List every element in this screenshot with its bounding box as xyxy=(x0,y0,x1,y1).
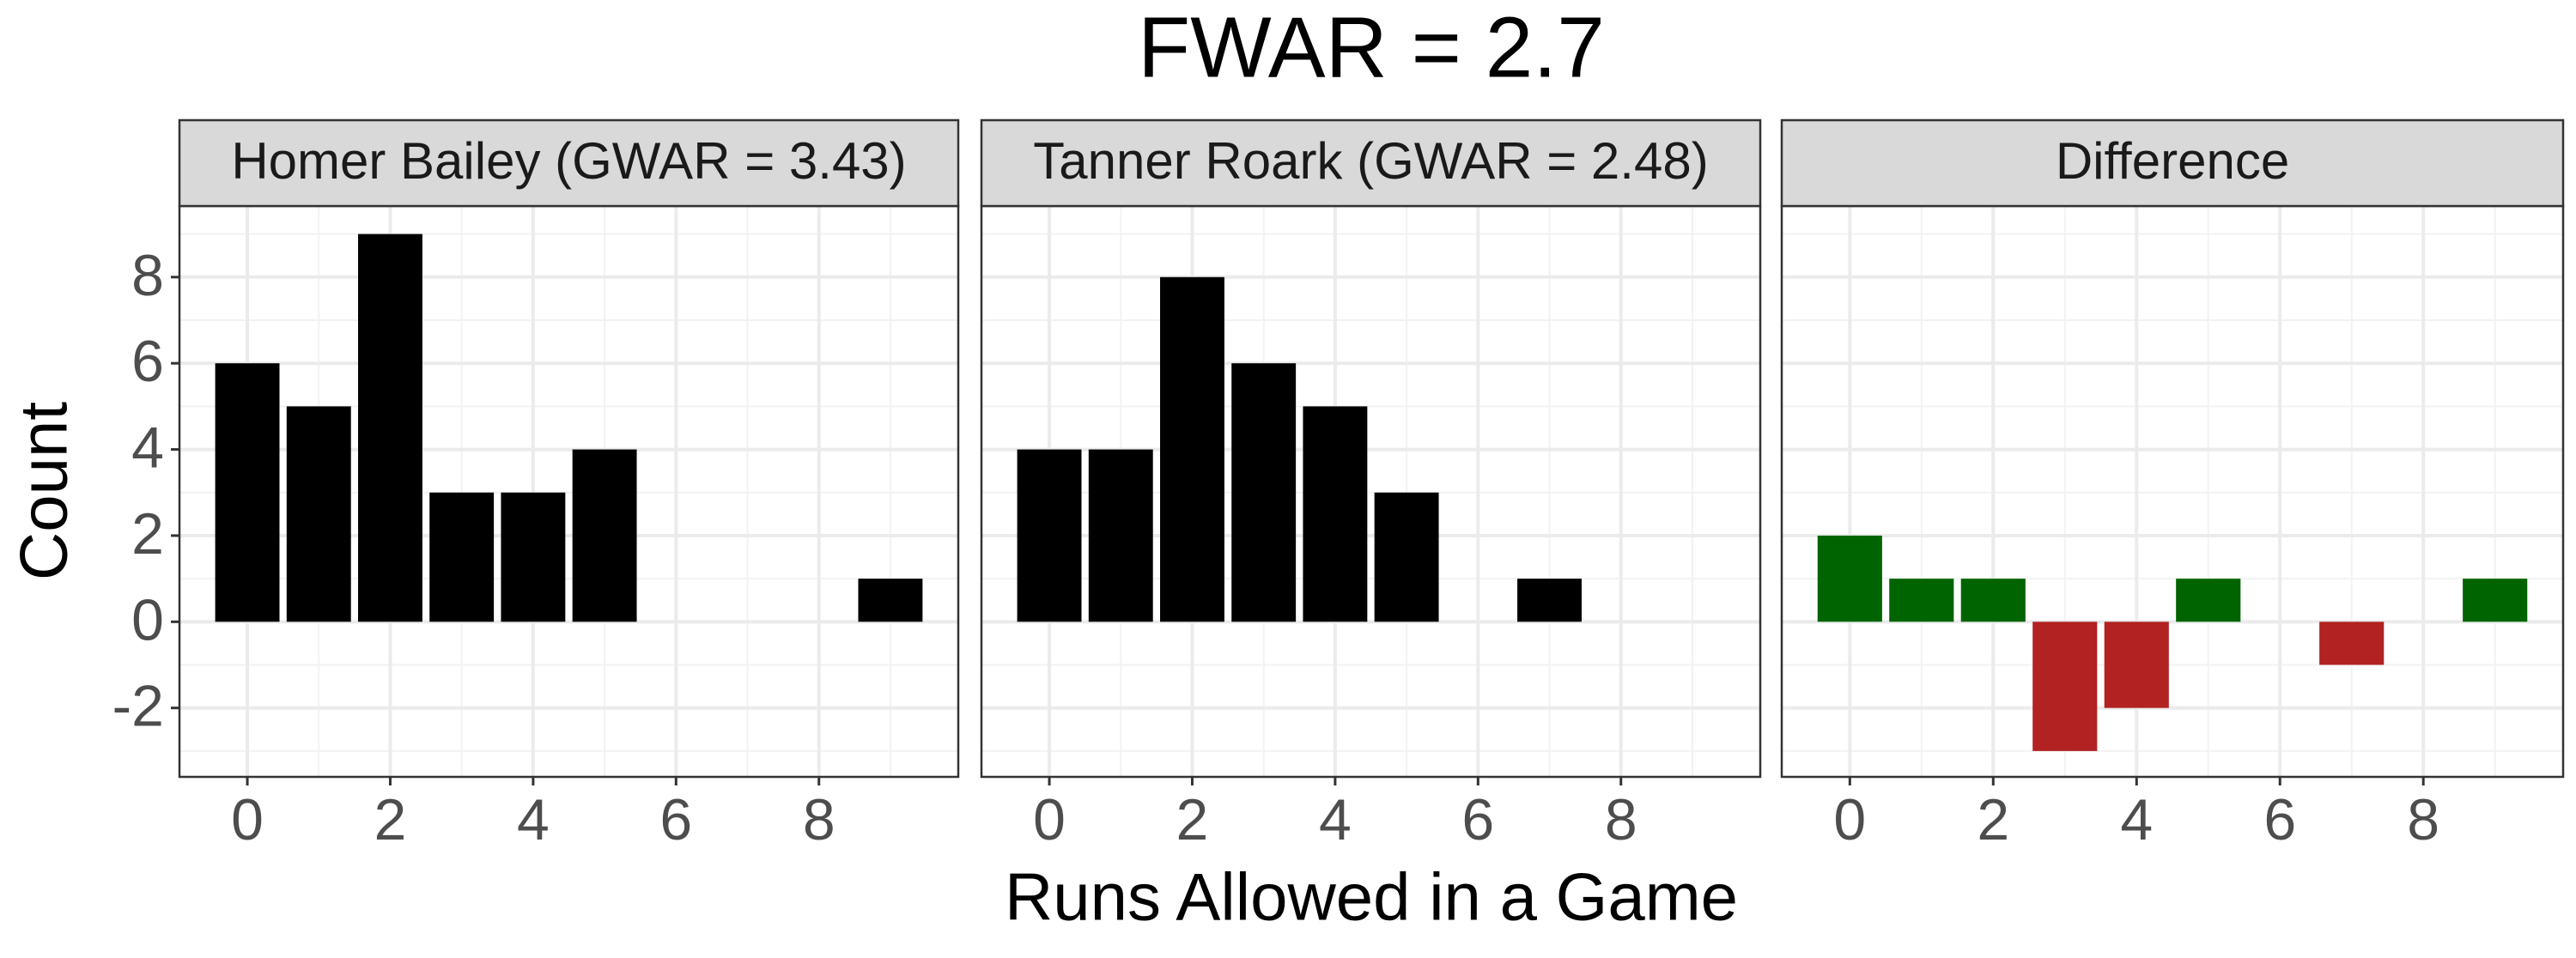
bar xyxy=(1160,276,1224,622)
y-tick-label: 4 xyxy=(131,415,164,481)
x-tick-label: 8 xyxy=(2407,787,2439,852)
y-tick-label: 6 xyxy=(131,329,164,394)
bar xyxy=(572,449,637,622)
x-axis-title: Runs Allowed in a Game xyxy=(1005,859,1738,935)
x-tick-label: 0 xyxy=(1833,787,1866,852)
x-tick-label: 2 xyxy=(1176,787,1209,852)
strip xyxy=(1780,118,2565,208)
strip xyxy=(980,118,1762,208)
strip-label: Tanner Roark (GWAR = 2.48) xyxy=(1033,132,1708,190)
x-tick-label: 8 xyxy=(803,787,835,852)
bar xyxy=(1517,579,1582,622)
bar xyxy=(2319,621,2385,665)
strip-label: Difference xyxy=(2056,132,2289,190)
y-tick-label: 0 xyxy=(131,587,164,652)
y-tick-label: 8 xyxy=(131,243,164,308)
bar xyxy=(2463,579,2528,622)
panel-background xyxy=(1782,206,2563,777)
bar xyxy=(858,579,923,622)
y-axis-title: Count xyxy=(6,402,82,580)
bar xyxy=(1017,449,1082,622)
x-tick-label: 4 xyxy=(2120,787,2153,852)
bar xyxy=(2176,579,2241,622)
bar xyxy=(429,492,495,622)
bar xyxy=(2032,621,2098,751)
x-tick-label: 6 xyxy=(659,787,692,852)
bar xyxy=(2104,621,2169,708)
bar xyxy=(1817,535,1882,622)
x-tick-label: 0 xyxy=(1033,787,1066,852)
x-tick-label: 8 xyxy=(1605,787,1637,852)
x-tick-label: 4 xyxy=(1319,787,1352,852)
bar xyxy=(1231,363,1297,622)
bar xyxy=(1889,579,1954,622)
chart-title: FWAR = 2.7 xyxy=(1138,0,1605,95)
bar xyxy=(215,363,280,622)
bar xyxy=(1374,492,1439,622)
y-tick-label: -2 xyxy=(112,674,164,739)
strip-label: Homer Bailey (GWAR = 3.43) xyxy=(231,132,906,190)
x-tick-label: 6 xyxy=(1461,787,1494,852)
bar xyxy=(1088,449,1153,622)
bar xyxy=(501,492,566,622)
bar xyxy=(358,233,422,622)
x-tick-label: 2 xyxy=(1977,787,2009,852)
x-tick-label: 0 xyxy=(231,787,264,852)
x-tick-label: 6 xyxy=(2263,787,2296,852)
y-tick-label: 2 xyxy=(131,501,164,567)
bar xyxy=(1960,579,2026,622)
strip xyxy=(178,118,960,208)
bar xyxy=(286,406,351,622)
x-tick-label: 4 xyxy=(517,787,550,852)
x-tick-label: 2 xyxy=(374,787,407,852)
bar xyxy=(1303,406,1368,622)
